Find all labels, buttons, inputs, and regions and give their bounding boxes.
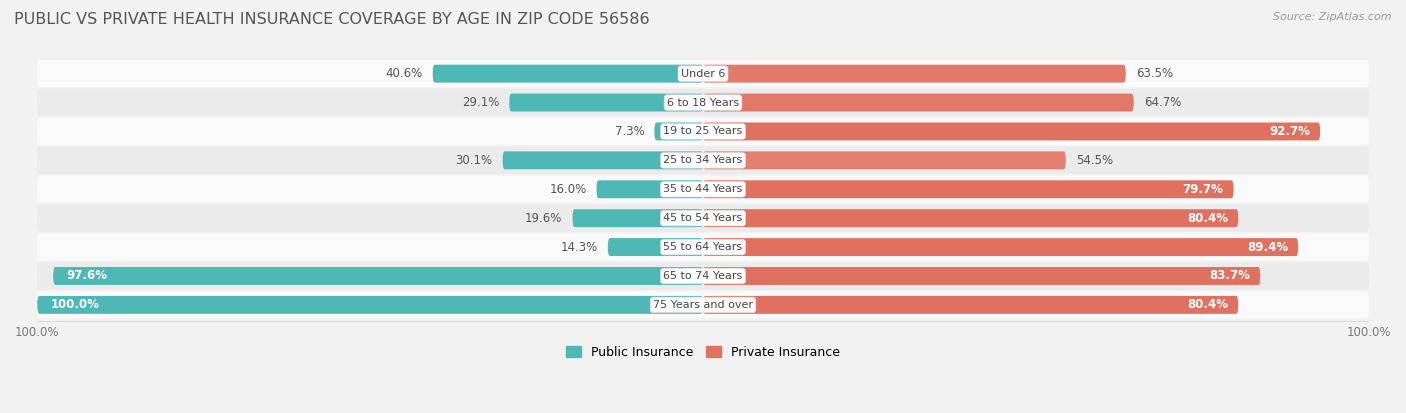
Text: 55 to 64 Years: 55 to 64 Years (664, 242, 742, 252)
Text: 19 to 25 Years: 19 to 25 Years (664, 126, 742, 136)
Text: 79.7%: 79.7% (1182, 183, 1223, 196)
Text: 89.4%: 89.4% (1247, 241, 1288, 254)
FancyBboxPatch shape (703, 296, 1239, 314)
FancyBboxPatch shape (572, 209, 703, 227)
Text: 63.5%: 63.5% (1136, 67, 1173, 80)
Text: 40.6%: 40.6% (385, 67, 423, 80)
Text: Under 6: Under 6 (681, 69, 725, 78)
FancyBboxPatch shape (37, 296, 703, 314)
FancyBboxPatch shape (509, 94, 703, 112)
FancyBboxPatch shape (703, 180, 1233, 198)
Text: 80.4%: 80.4% (1187, 212, 1229, 225)
FancyBboxPatch shape (37, 233, 1369, 261)
Text: 54.5%: 54.5% (1076, 154, 1114, 167)
Text: 35 to 44 Years: 35 to 44 Years (664, 184, 742, 194)
Text: 80.4%: 80.4% (1187, 298, 1229, 311)
Text: 92.7%: 92.7% (1270, 125, 1310, 138)
Text: 75 Years and over: 75 Years and over (652, 300, 754, 310)
Text: 7.3%: 7.3% (614, 125, 644, 138)
FancyBboxPatch shape (703, 267, 1260, 285)
FancyBboxPatch shape (37, 147, 1369, 174)
FancyBboxPatch shape (596, 180, 703, 198)
FancyBboxPatch shape (703, 65, 1126, 83)
FancyBboxPatch shape (433, 65, 703, 83)
Text: 29.1%: 29.1% (463, 96, 499, 109)
FancyBboxPatch shape (654, 123, 703, 140)
FancyBboxPatch shape (53, 267, 703, 285)
FancyBboxPatch shape (703, 209, 1239, 227)
Legend: Public Insurance, Private Insurance: Public Insurance, Private Insurance (561, 341, 845, 364)
Text: PUBLIC VS PRIVATE HEALTH INSURANCE COVERAGE BY AGE IN ZIP CODE 56586: PUBLIC VS PRIVATE HEALTH INSURANCE COVER… (14, 12, 650, 27)
FancyBboxPatch shape (703, 123, 1320, 140)
FancyBboxPatch shape (703, 238, 1298, 256)
FancyBboxPatch shape (37, 60, 1369, 87)
Text: 14.3%: 14.3% (561, 241, 598, 254)
FancyBboxPatch shape (37, 204, 1369, 232)
Text: 65 to 74 Years: 65 to 74 Years (664, 271, 742, 281)
Text: 25 to 34 Years: 25 to 34 Years (664, 155, 742, 165)
FancyBboxPatch shape (37, 118, 1369, 145)
FancyBboxPatch shape (607, 238, 703, 256)
FancyBboxPatch shape (37, 262, 1369, 290)
Text: 19.6%: 19.6% (526, 212, 562, 225)
Text: 83.7%: 83.7% (1209, 269, 1250, 282)
Text: 16.0%: 16.0% (550, 183, 586, 196)
FancyBboxPatch shape (703, 94, 1133, 112)
Text: 97.6%: 97.6% (66, 269, 107, 282)
Text: 45 to 54 Years: 45 to 54 Years (664, 213, 742, 223)
Text: 64.7%: 64.7% (1143, 96, 1181, 109)
Text: 30.1%: 30.1% (456, 154, 492, 167)
Text: 6 to 18 Years: 6 to 18 Years (666, 97, 740, 107)
FancyBboxPatch shape (37, 176, 1369, 203)
FancyBboxPatch shape (37, 291, 1369, 318)
FancyBboxPatch shape (502, 152, 703, 169)
Text: Source: ZipAtlas.com: Source: ZipAtlas.com (1274, 12, 1392, 22)
FancyBboxPatch shape (37, 89, 1369, 116)
FancyBboxPatch shape (703, 152, 1066, 169)
Text: 100.0%: 100.0% (51, 298, 100, 311)
